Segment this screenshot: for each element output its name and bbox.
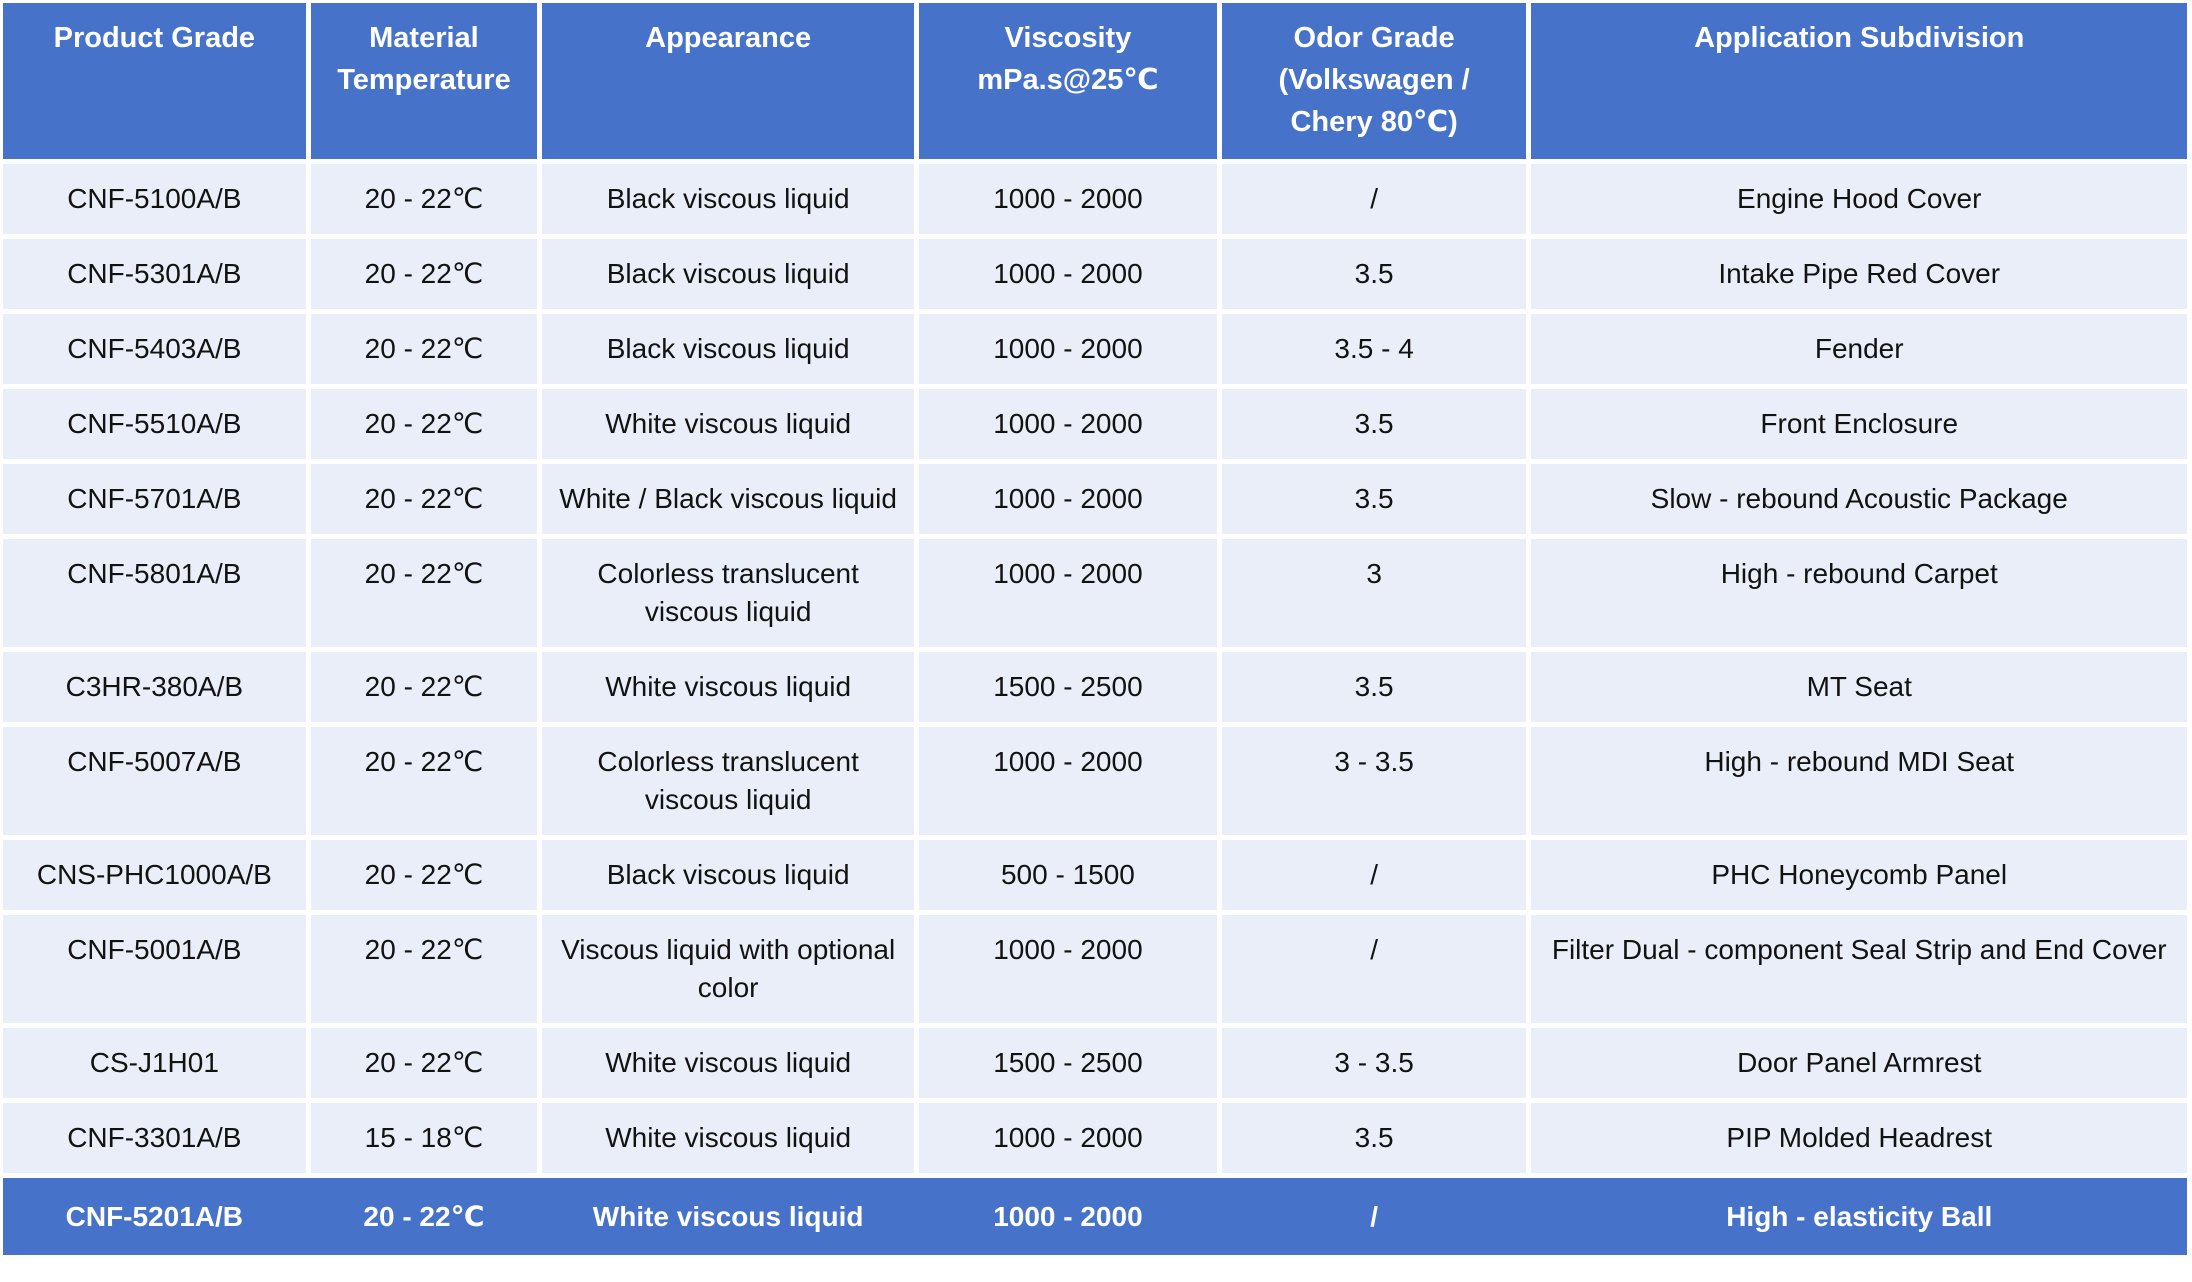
table-cell: Colorless translucent viscous liquid <box>542 727 915 835</box>
table-cell: CNF-5007A/B <box>3 727 306 835</box>
table-cell: 1000 - 2000 <box>919 464 1217 534</box>
table-cell: Fender <box>1531 314 2187 384</box>
table-cell: C3HR-380A/B <box>3 652 306 722</box>
table-cell: 3 <box>1221 539 1527 647</box>
table-cell: 3.5 <box>1221 239 1527 309</box>
table-cell: White viscous liquid <box>542 652 915 722</box>
table-cell: CNF-5301A/B <box>3 239 306 309</box>
table-row: CNF-5403A/B 20 - 22℃ Black viscous liqui… <box>3 314 2187 384</box>
table-row: CNF-5100A/B 20 - 22℃ Black viscous liqui… <box>3 164 2187 234</box>
table-cell: 1000 - 2000 <box>993 1200 1143 1232</box>
table-row: CNS-PHC1000A/B 20 - 22℃ Black viscous li… <box>3 840 2187 910</box>
table-row: CNF-3301A/B 15 - 18℃ White viscous liqui… <box>3 1103 2187 1173</box>
table-cell: CS-J1H01 <box>3 1028 306 1098</box>
table-cell: 1000 - 2000 <box>919 539 1217 647</box>
table-row: CNF-5301A/B 20 - 22℃ Black viscous liqui… <box>3 239 2187 309</box>
table-cell: CNF-5403A/B <box>3 314 306 384</box>
table-cell: Filter Dual - component Seal Strip and E… <box>1531 915 2187 1023</box>
table-cell: Colorless translucent viscous liquid <box>542 539 915 647</box>
table-cell: CNF-5510A/B <box>3 389 306 459</box>
table-cell: 20 - 22℃ <box>310 314 538 384</box>
table-cell: Black viscous liquid <box>542 239 915 309</box>
table-cell: 1000 - 2000 <box>919 314 1217 384</box>
product-spec-table: Product Grade Material Temperature Appea… <box>3 3 2187 1255</box>
table-cell: / <box>1221 915 1527 1023</box>
table-cell: Black viscous liquid <box>542 840 915 910</box>
table-cell: 20 - 22℃ <box>310 239 538 309</box>
table-cell: 20 - 22℃ <box>310 652 538 722</box>
header-viscosity: Viscosity mPa.s@25℃ <box>919 3 1217 159</box>
table-cell: Engine Hood Cover <box>1531 164 2187 234</box>
header-row: Product Grade Material Temperature Appea… <box>3 3 2187 159</box>
table-cell: 20 - 22℃ <box>310 915 538 1023</box>
table-cell: 20 - 22℃ <box>310 164 538 234</box>
table-row: CNF-5007A/B 20 - 22℃ Colorless transluce… <box>3 727 2187 835</box>
table-cell: CNF-3301A/B <box>3 1103 306 1173</box>
table-cell: White viscous liquid <box>542 1103 915 1173</box>
table-cell: 3.5 <box>1221 1103 1527 1173</box>
table-cell: PIP Molded Headrest <box>1531 1103 2187 1173</box>
table-cell: Black viscous liquid <box>542 164 915 234</box>
table-cell: White viscous liquid <box>592 1200 864 1232</box>
table-cell: 3.5 - 4 <box>1221 314 1527 384</box>
table-row: CNF-5001A/B 20 - 22℃ Viscous liquid with… <box>3 915 2187 1023</box>
table-cell: High - rebound MDI Seat <box>1531 727 2187 835</box>
highlighted-table-row: CNF-5201A/B 20 - 22℃ White viscous liqui… <box>3 1178 2187 1255</box>
table-cell: CNF-5001A/B <box>3 915 306 1023</box>
table-cell: 20 - 22℃ <box>310 1028 538 1098</box>
table-cell: Front Enclosure <box>1531 389 2187 459</box>
table-cell: 20 - 22℃ <box>310 727 538 835</box>
header-appearance: Appearance <box>542 3 915 159</box>
table-cell: 3 - 3.5 <box>1221 727 1527 835</box>
table-cell: 1000 - 2000 <box>919 1103 1217 1173</box>
header-odor-grade: Odor Grade (Volkswagen / Chery 80℃) <box>1221 3 1527 159</box>
table-cell: 1000 - 2000 <box>919 727 1217 835</box>
table-cell: 15 - 18℃ <box>310 1103 538 1173</box>
table-cell: White viscous liquid <box>542 389 915 459</box>
table-row: CS-J1H01 20 - 22℃ White viscous liquid 1… <box>3 1028 2187 1098</box>
table-cell: High - rebound Carpet <box>1531 539 2187 647</box>
table-cell: 20 - 22℃ <box>310 464 538 534</box>
table-cell: Slow - rebound Acoustic Package <box>1531 464 2187 534</box>
table-cell: High - elasticity Ball <box>1726 1200 1993 1232</box>
header-material-temperature: Material Temperature <box>310 3 538 159</box>
table-cell: CNF-5100A/B <box>3 164 306 234</box>
table-row: CNF-5510A/B 20 - 22℃ White viscous liqui… <box>3 389 2187 459</box>
table-cell: CNS-PHC1000A/B <box>3 840 306 910</box>
table-cell: Intake Pipe Red Cover <box>1531 239 2187 309</box>
table-cell: Viscous liquid with optional color <box>542 915 915 1023</box>
table-cell: / <box>1370 1200 1378 1232</box>
header-application-subdivision: Application Subdivision <box>1531 3 2187 159</box>
table-cell: 1500 - 2500 <box>919 1028 1217 1098</box>
table-cell: 1000 - 2000 <box>919 389 1217 459</box>
table-cell: CNF-5201A/B <box>65 1200 244 1232</box>
table-cell: 1500 - 2500 <box>919 652 1217 722</box>
table-cell: 3.5 <box>1221 652 1527 722</box>
table-cell: PHC Honeycomb Panel <box>1531 840 2187 910</box>
table-cell: White / Black viscous liquid <box>542 464 915 534</box>
table-row: CNF-5701A/B 20 - 22℃ White / Black visco… <box>3 464 2187 534</box>
table-cell: 3 - 3.5 <box>1221 1028 1527 1098</box>
table-cell: 20 - 22℃ <box>310 539 538 647</box>
table-cell: MT Seat <box>1531 652 2187 722</box>
header-product-grade: Product Grade <box>3 3 306 159</box>
table-cell: / <box>1221 840 1527 910</box>
table-cell: CNF-5701A/B <box>3 464 306 534</box>
table-cell: / <box>1221 164 1527 234</box>
table-cell: Black viscous liquid <box>542 314 915 384</box>
table-cell: 3.5 <box>1221 464 1527 534</box>
table-cell: 500 - 1500 <box>919 840 1217 910</box>
table-cell: 20 - 22℃ <box>310 389 538 459</box>
table-cell: 1000 - 2000 <box>919 239 1217 309</box>
table-cell: 3.5 <box>1221 389 1527 459</box>
table-row: CNF-5801A/B 20 - 22℃ Colorless transluce… <box>3 539 2187 647</box>
table-cell: 1000 - 2000 <box>919 164 1217 234</box>
table-cell: 20 - 22℃ <box>363 1200 485 1232</box>
table-cell: 20 - 22℃ <box>310 840 538 910</box>
table-cell: CNF-5801A/B <box>3 539 306 647</box>
table-cell: Door Panel Armrest <box>1531 1028 2187 1098</box>
table-cell: White viscous liquid <box>542 1028 915 1098</box>
table-row: C3HR-380A/B 20 - 22℃ White viscous liqui… <box>3 652 2187 722</box>
table-cell: 1000 - 2000 <box>919 915 1217 1023</box>
